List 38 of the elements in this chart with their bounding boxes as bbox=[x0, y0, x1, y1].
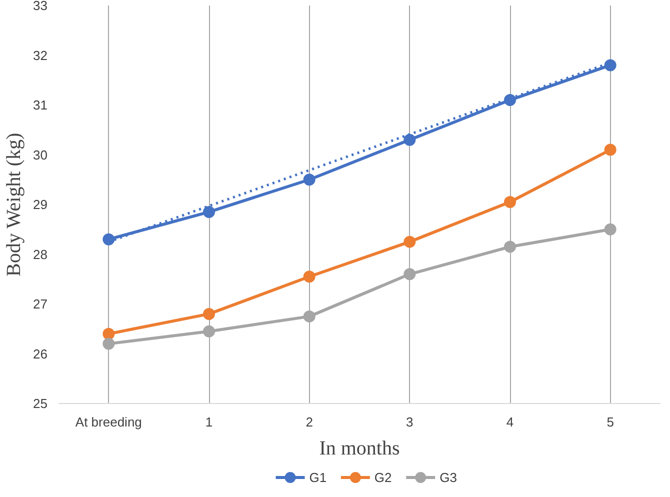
point bbox=[504, 94, 516, 106]
x-axis-title: In months bbox=[319, 438, 400, 460]
point bbox=[303, 270, 316, 283]
point bbox=[203, 206, 215, 218]
y-tick-label: 33 bbox=[33, 0, 48, 13]
y-tick-label: 30 bbox=[33, 147, 48, 162]
point bbox=[404, 134, 416, 146]
point bbox=[604, 223, 616, 236]
x-tick-label: At breeding bbox=[75, 414, 142, 430]
point bbox=[404, 268, 416, 280]
x-tick-label: 1 bbox=[205, 414, 213, 430]
y-tick-label: 25 bbox=[33, 396, 48, 411]
point bbox=[303, 310, 316, 322]
x-tick-label: 4 bbox=[506, 414, 514, 430]
point bbox=[604, 144, 616, 156]
point bbox=[504, 240, 516, 253]
point bbox=[203, 308, 215, 320]
point bbox=[203, 325, 215, 338]
x-tick-label: 3 bbox=[406, 414, 414, 430]
point bbox=[102, 328, 115, 340]
point bbox=[404, 236, 416, 248]
legend-label: G1 bbox=[309, 470, 327, 485]
y-tick-label: 28 bbox=[33, 246, 48, 262]
y-tick-label: 26 bbox=[33, 346, 48, 362]
x-tick-label: 2 bbox=[306, 414, 313, 430]
y-tick-label: 32 bbox=[33, 48, 48, 63]
y-axis-title: Body Weight (kg) bbox=[3, 132, 26, 276]
point bbox=[504, 196, 516, 208]
y-tick-label: 29 bbox=[33, 197, 48, 212]
legend-label: G3 bbox=[440, 470, 457, 485]
y-tick-label: 27 bbox=[33, 296, 48, 312]
point bbox=[604, 59, 616, 72]
legend-label: G2 bbox=[374, 470, 392, 485]
point bbox=[102, 233, 115, 246]
point bbox=[303, 174, 316, 186]
x-tick-label: 5 bbox=[606, 414, 614, 430]
point bbox=[102, 338, 115, 350]
y-tick-label: 31 bbox=[33, 98, 48, 112]
